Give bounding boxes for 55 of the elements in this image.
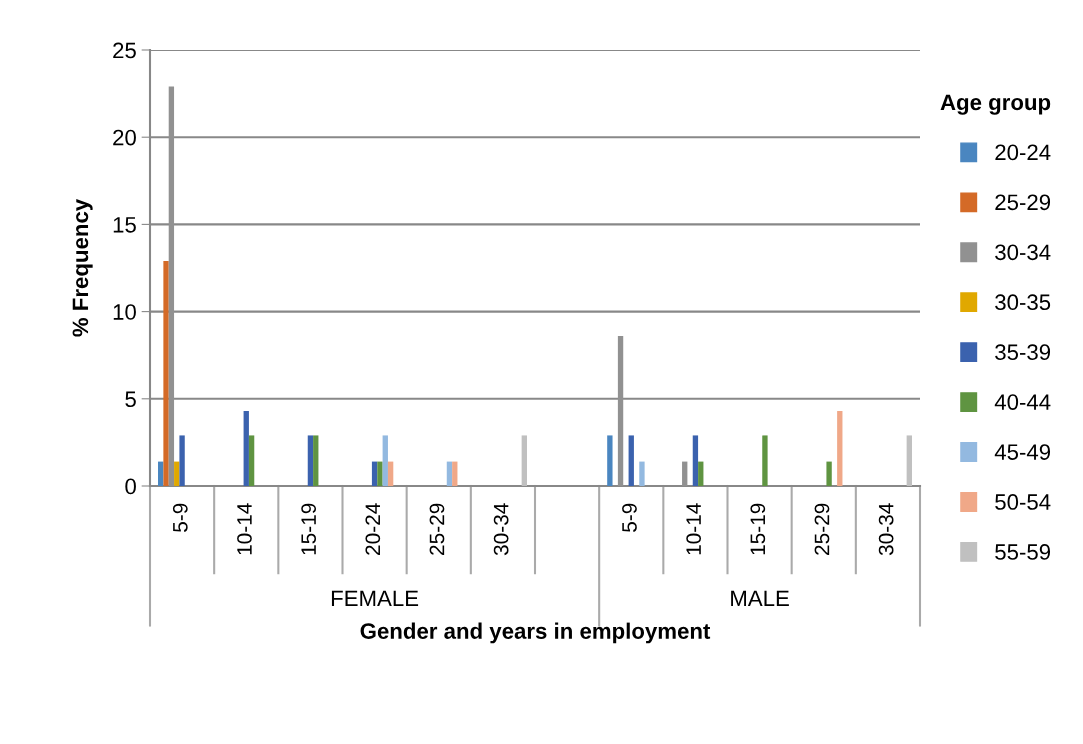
x-tick-label: 15-19 — [301, 503, 317, 555]
x-tick-label: 15-19 — [750, 503, 766, 555]
bar — [174, 461, 180, 486]
legend-label: 40-44 — [994, 394, 1051, 410]
legend-label: 35-39 — [995, 344, 1051, 361]
x-tick-label: 10-14 — [686, 503, 702, 555]
bar — [158, 461, 164, 486]
bar — [692, 435, 699, 486]
bar — [639, 461, 645, 486]
text: FEMALE — [331, 590, 419, 606]
bar — [387, 461, 394, 486]
legend-label: 30-35 — [995, 294, 1051, 311]
y-tick-label: 10 — [113, 304, 136, 320]
y-tick-label: 15 — [113, 217, 136, 233]
bar — [762, 435, 768, 486]
legend-label: 20-24 — [995, 144, 1051, 161]
x-tick-label: 10-14 — [237, 503, 252, 555]
bar — [837, 411, 843, 486]
bar — [313, 435, 319, 486]
bar — [243, 411, 249, 486]
bar — [446, 461, 453, 486]
x-tick-label: 30-34 — [878, 503, 894, 556]
bar — [371, 461, 378, 486]
bar — [452, 461, 458, 486]
x-tick-label: 30-34 — [493, 503, 509, 556]
bar — [307, 435, 314, 486]
x-tick-label: 25-29 — [814, 503, 830, 555]
legend-label: 25-29 — [995, 194, 1051, 211]
legend-label: 55-59 — [995, 544, 1051, 560]
x-tick-label: 5-9 — [172, 503, 188, 532]
x-tick-label: 20-24 — [365, 503, 381, 555]
bar — [698, 461, 704, 486]
bar — [607, 435, 613, 486]
bar — [377, 461, 383, 486]
bar — [163, 261, 169, 486]
bar — [521, 435, 527, 486]
bar — [628, 435, 634, 486]
bar — [248, 435, 255, 486]
y-axis-title: % Frequency — [72, 198, 93, 337]
y-tick-label: 20 — [113, 129, 136, 146]
legend-label: 45-49 — [994, 444, 1051, 460]
text: MALE — [731, 590, 789, 606]
x-tick-label: 25-29 — [429, 503, 445, 555]
y-tick-label: 25 — [113, 42, 136, 59]
x-tick-label: 5-9 — [622, 503, 637, 532]
bar — [826, 461, 832, 486]
bar — [906, 435, 912, 486]
legend-title: Age group — [940, 94, 1051, 115]
bar — [382, 435, 388, 486]
y-tick-label: 0 — [125, 478, 136, 495]
legend-label: 30-34 — [995, 244, 1051, 261]
y-tick-label: 5 — [125, 391, 136, 408]
legend-label: 50-54 — [995, 494, 1051, 510]
x-axis-title: Gender and years in employment — [360, 622, 711, 644]
bar — [179, 435, 185, 486]
